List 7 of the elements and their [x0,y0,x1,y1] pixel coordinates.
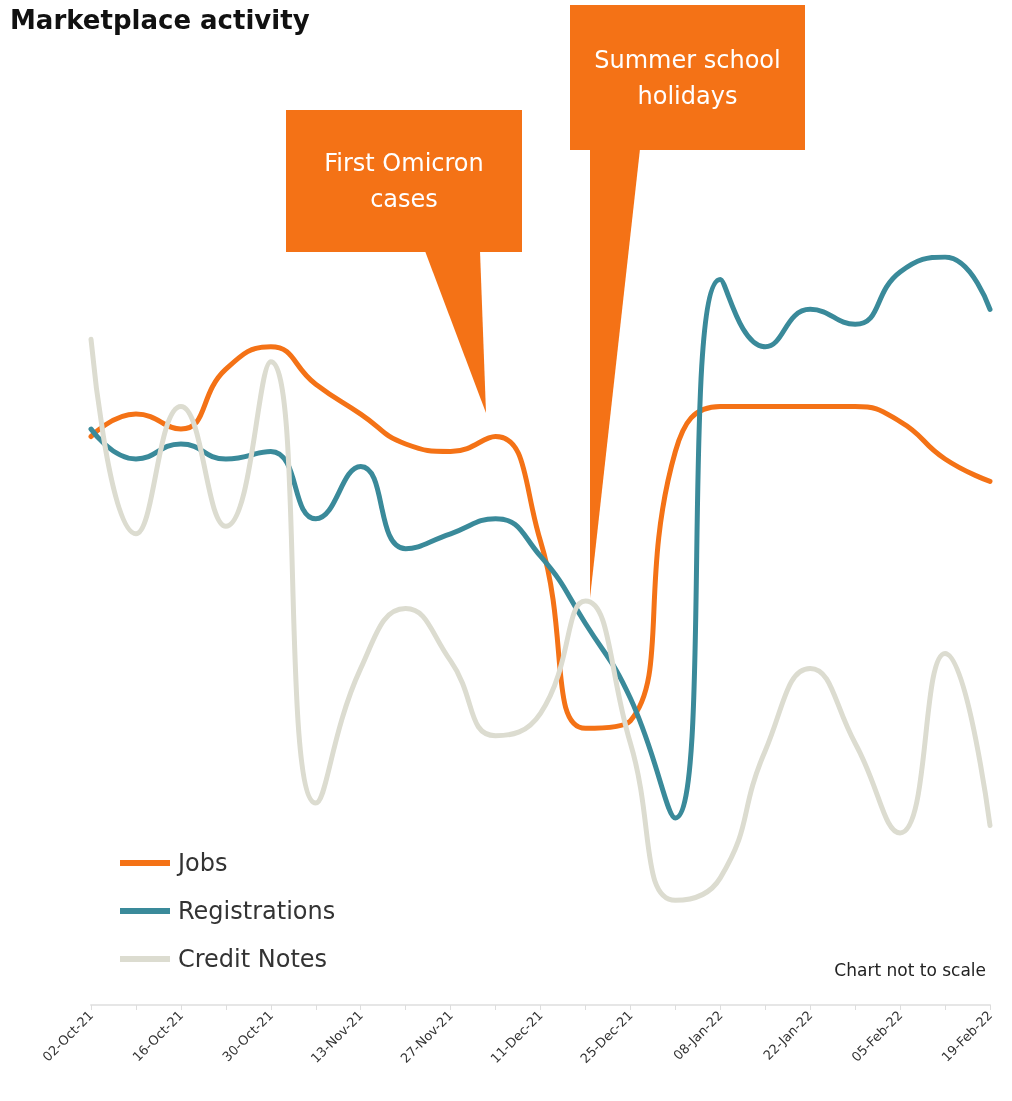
legend-label: Credit Notes [178,945,328,973]
legend-label: Jobs [176,849,228,877]
speech-bubble: Summer school holidays [570,5,805,598]
legend-label: Registrations [178,897,336,925]
speech-bubble: First Omicron cases [286,110,522,413]
annotation: Chart not to scale [834,960,986,980]
chart-title: Marketplace activity [10,5,310,35]
